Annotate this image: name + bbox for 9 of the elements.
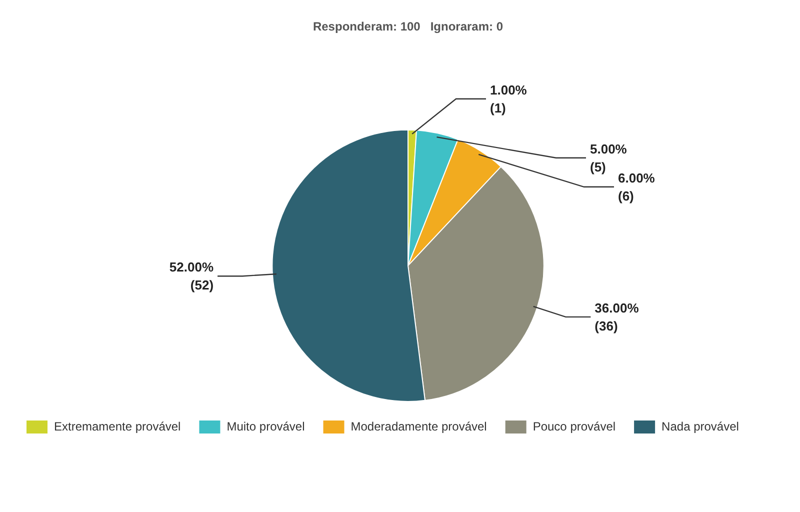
- legend-label: Moderadamente provável: [350, 419, 487, 434]
- legend-label: Pouco provável: [532, 419, 616, 434]
- data-label: 52.00% (52): [169, 260, 214, 293]
- legend-label: Nada provável: [662, 419, 739, 434]
- data-label: 36.00% (36): [594, 300, 640, 334]
- data-label: 1.00% (1): [490, 82, 528, 116]
- chart-title: Responderam: 100 Ignoraram: 0: [312, 20, 504, 34]
- legend-label: Muito provável: [226, 419, 305, 434]
- legend-label: Extremamente provável: [54, 419, 181, 434]
